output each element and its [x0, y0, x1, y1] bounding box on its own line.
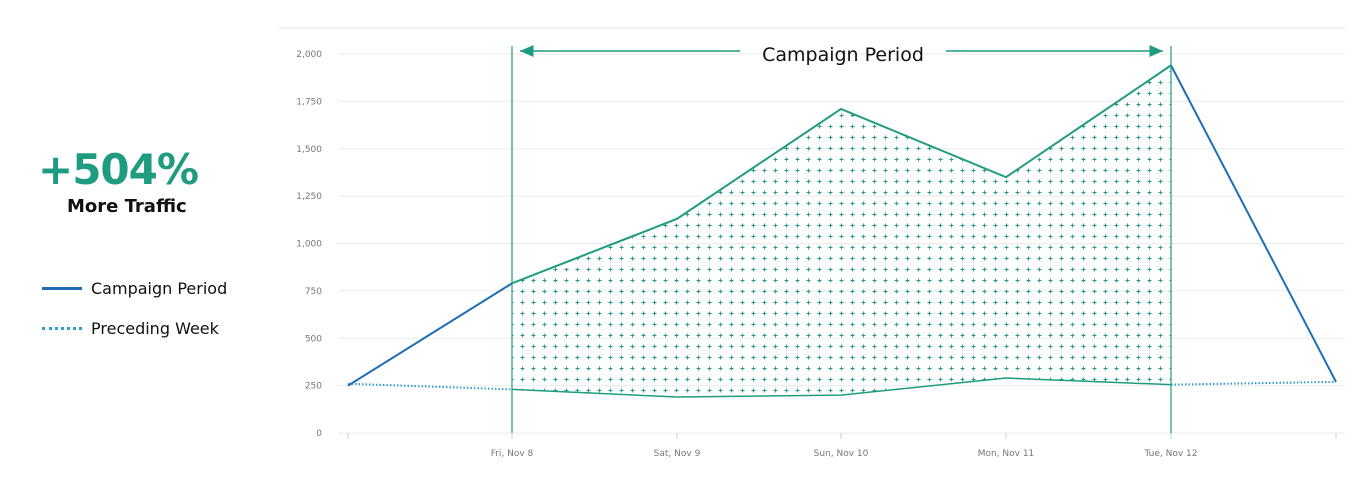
series-campaign-period	[1170, 64, 1337, 383]
x-axis: Fri, Nov 8 Sat, Nov 9 Sun, Nov 10 Mon, Nov …	[347, 433, 1337, 459]
y-tick-label: 2,000	[296, 50, 322, 60]
x-tick-label: Sun, Nov 10	[814, 449, 869, 459]
campaign-fill	[512, 65, 1171, 397]
series-preceding-week-highlight	[511, 377, 1172, 398]
series-campaign-period-highlight	[511, 64, 1172, 285]
y-tick-label: 1,500	[296, 145, 322, 155]
x-tick-label: Tue, Nov 12	[1144, 449, 1198, 459]
y-tick-label: 250	[305, 382, 322, 392]
legend-label: Campaign Period	[91, 278, 228, 298]
series-group	[347, 64, 1337, 398]
x-tick-label: Mon, Nov 11	[978, 449, 1035, 459]
campaign-annotation-label: Campaign Period	[762, 44, 924, 66]
y-tick-label: 0	[316, 429, 322, 439]
y-tick-label: 1,750	[296, 97, 322, 107]
y-tick-label: 500	[305, 334, 322, 344]
legend-item-preceding: Preceding Week	[42, 317, 227, 339]
y-axis: 0 250 500 750 1,000 1,250 1,500 1,750 2,000	[296, 50, 322, 439]
legend-swatch-solid	[42, 286, 82, 290]
series-preceding-week	[347, 382, 513, 391]
campaign-annotation: Campaign Period	[511, 44, 1172, 433]
stat-label: More Traffic	[67, 196, 187, 217]
legend-swatch-dotted	[42, 326, 82, 330]
stat-block: +504% More Traffic	[38, 142, 228, 217]
y-tick-label: 1,000	[296, 240, 322, 250]
series-preceding-week	[1170, 380, 1337, 386]
campaign-area	[512, 65, 1171, 397]
y-tick-label: 1,250	[296, 192, 322, 202]
x-tick-label: Fri, Nov 8	[491, 449, 534, 459]
stat-value: +504%	[38, 145, 199, 194]
y-tick-label: 750	[305, 287, 322, 297]
x-tick-label: Sat, Nov 9	[654, 449, 701, 459]
legend-item-campaign: Campaign Period	[42, 277, 227, 299]
series-campaign-period	[347, 282, 513, 387]
legend-label: Preceding Week	[91, 318, 219, 338]
legend: Campaign Period Preceding Week	[42, 277, 227, 357]
